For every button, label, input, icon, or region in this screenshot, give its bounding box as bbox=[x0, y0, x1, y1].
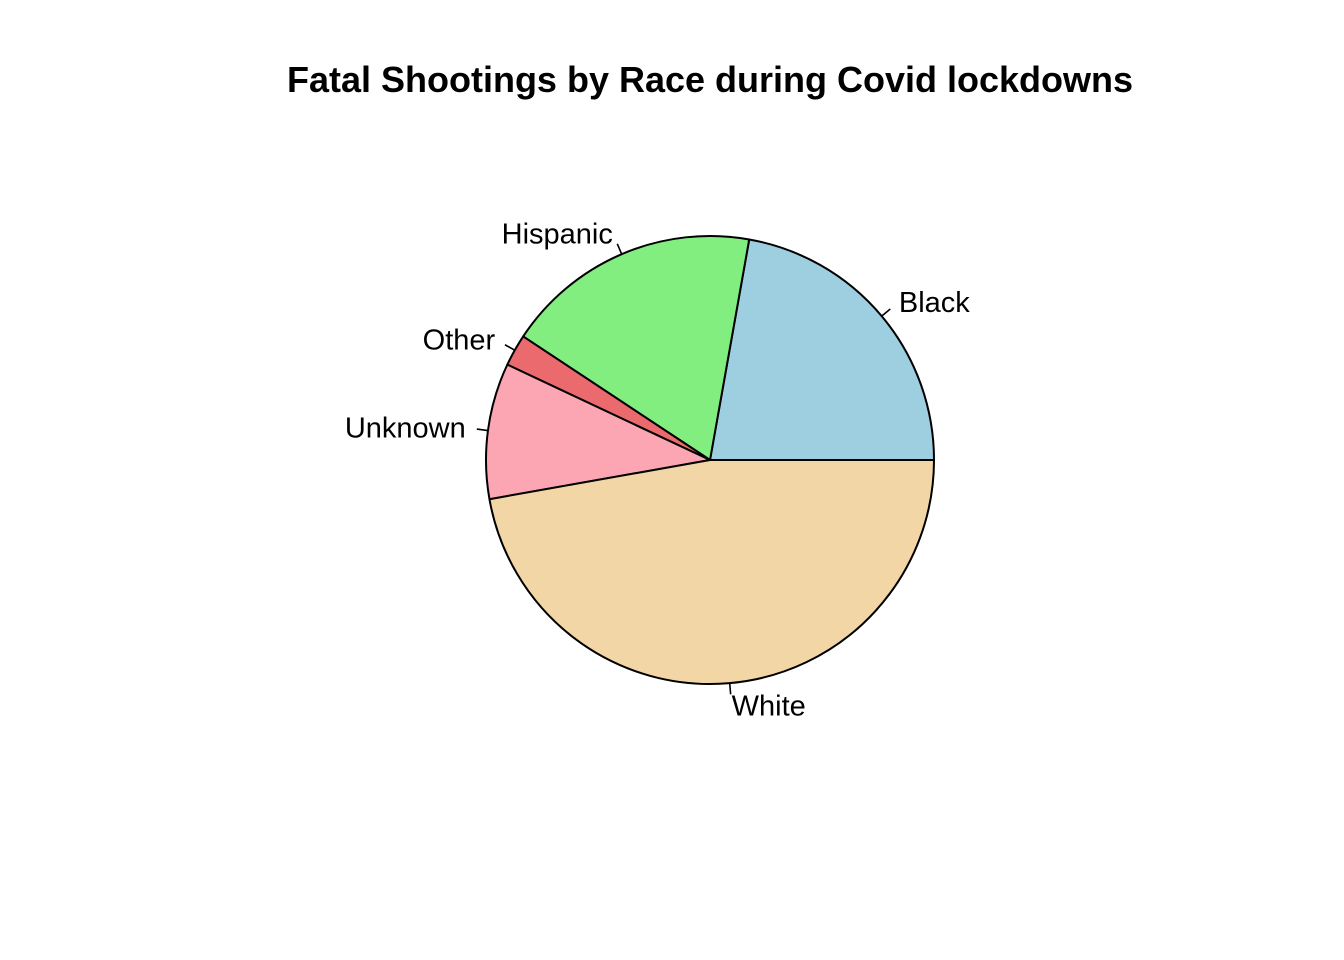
pie-slices bbox=[485, 235, 935, 685]
label-tick-unknown bbox=[476, 428, 489, 432]
label-tick-other bbox=[504, 344, 516, 351]
label-tick-black bbox=[881, 308, 891, 317]
slice-label-other: Other bbox=[423, 324, 496, 356]
pie-slice-white bbox=[488, 459, 935, 685]
slice-label-unknown: Unknown bbox=[345, 413, 466, 445]
pie-slice-hispanic bbox=[522, 235, 751, 461]
label-tick-hispanic bbox=[616, 243, 623, 255]
slice-label-white: White bbox=[732, 690, 806, 722]
label-tick-white bbox=[728, 683, 732, 695]
pie-labels: Black Hispanic Other Unknown White bbox=[345, 219, 970, 723]
slice-label-hispanic: Hispanic bbox=[502, 219, 613, 251]
slice-label-black: Black bbox=[899, 287, 970, 319]
chart-title: Fatal Shootings by Race during Covid loc… bbox=[287, 59, 1133, 100]
